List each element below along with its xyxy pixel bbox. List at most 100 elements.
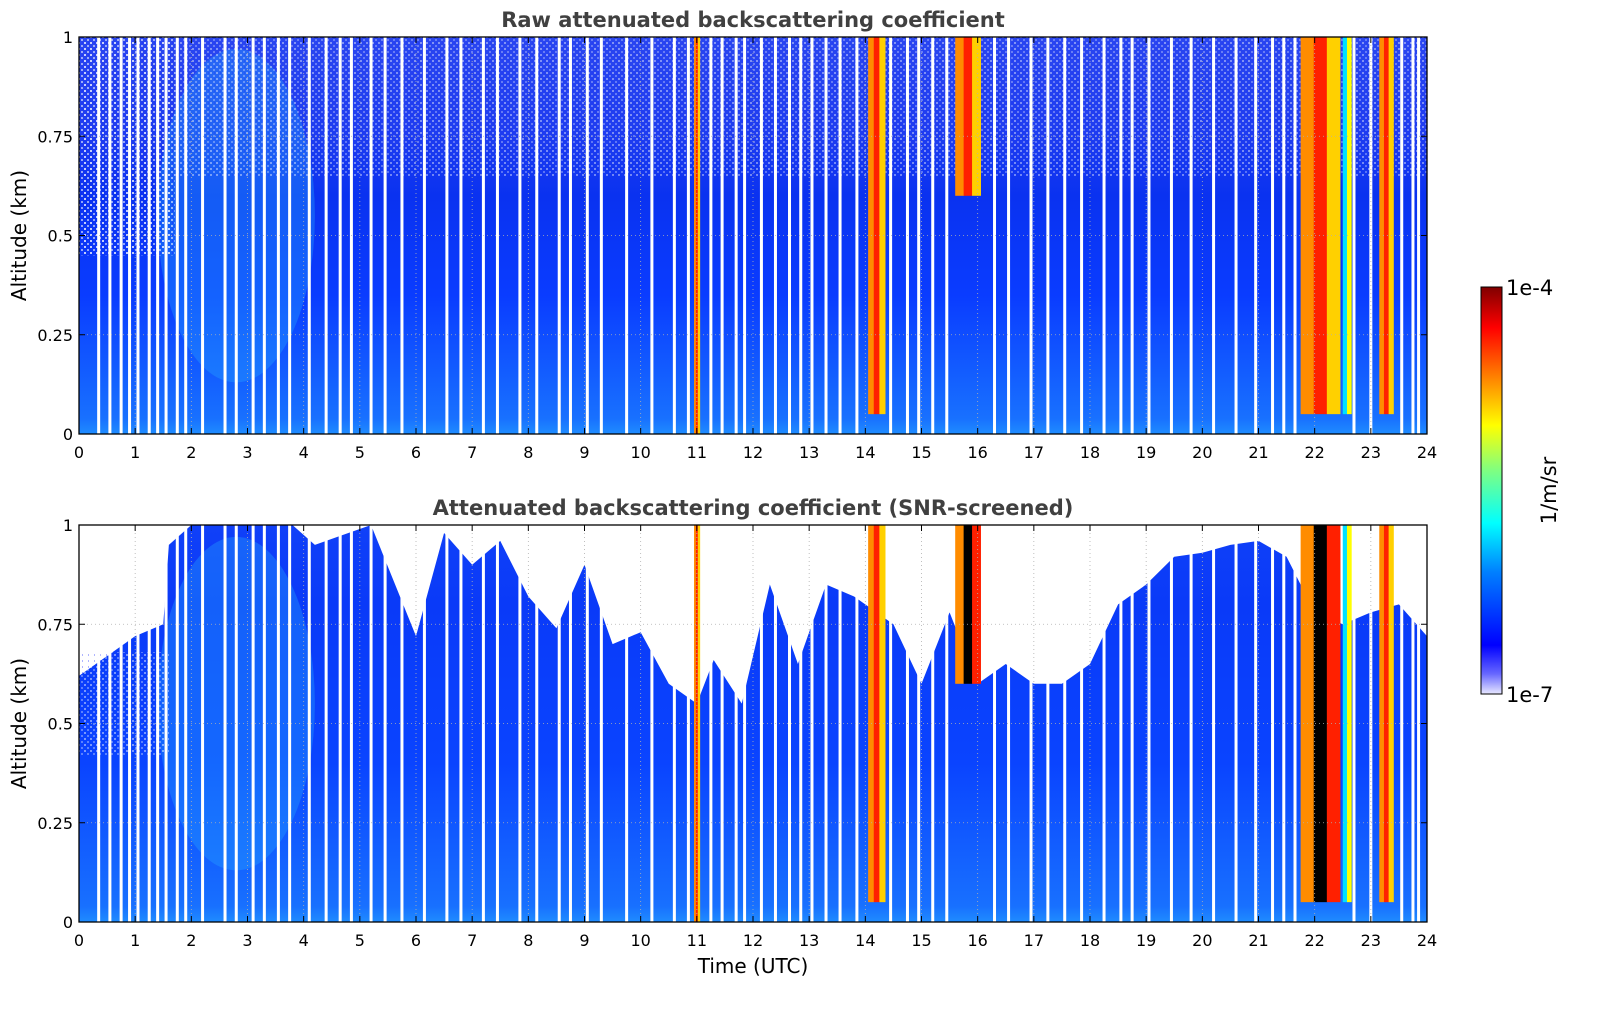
- data-gap: [128, 525, 132, 922]
- data-gap: [422, 37, 426, 434]
- cloud-band: [972, 525, 981, 684]
- data-gap: [889, 37, 893, 434]
- data-gap: [1130, 37, 1134, 434]
- x-tick-label: 18: [1080, 443, 1100, 462]
- y-tick-label: 0.5: [48, 715, 73, 734]
- colorbar-scale: [1480, 286, 1503, 695]
- x-tick-label: 23: [1361, 931, 1381, 950]
- y-tick-label: 1: [63, 516, 73, 535]
- data-gap: [1007, 525, 1011, 922]
- colorbar: 1e-4 1e-7 1/m/sr: [1480, 276, 1561, 707]
- y-tick-label: 1: [63, 28, 73, 47]
- x-tick-label: 19: [1136, 443, 1156, 462]
- data-gap: [156, 525, 160, 922]
- data-gap: [1147, 525, 1151, 922]
- data-gap: [338, 37, 342, 434]
- data-gap: [686, 525, 690, 922]
- x-tick-label: 7: [467, 931, 477, 950]
- cloud-band: [1379, 525, 1385, 903]
- data-gap: [824, 525, 828, 922]
- cloud-band: [697, 37, 701, 434]
- x-tick-label: 11: [687, 443, 707, 462]
- x-tick-label: 12: [743, 931, 763, 950]
- x-tick-label: 3: [242, 931, 252, 950]
- x-tick-label: 3: [242, 443, 252, 462]
- x-tick-label: 5: [355, 931, 365, 950]
- x-tick-label: 8: [523, 931, 533, 950]
- cloud-feature: [1342, 525, 1352, 903]
- data-gap: [1063, 525, 1067, 922]
- data-gap: [931, 37, 935, 434]
- data-gap: [917, 525, 921, 922]
- data-gap: [535, 525, 539, 922]
- data-gap: [164, 525, 168, 922]
- data-gap: [1102, 37, 1106, 434]
- cloud-band: [1326, 525, 1341, 903]
- data-gap: [1411, 37, 1415, 434]
- x-tick-label: 4: [299, 443, 309, 462]
- data-gap: [625, 37, 629, 434]
- data-gap: [1417, 525, 1421, 922]
- cloud-band: [697, 525, 701, 922]
- cloud-feature: [868, 525, 886, 903]
- colorbar-min-label: 1e-7: [1506, 683, 1553, 707]
- data-gap: [759, 525, 763, 922]
- data-gap: [383, 525, 387, 922]
- data-gap: [625, 525, 629, 922]
- data-gap: [931, 525, 935, 922]
- data-gap: [383, 37, 387, 434]
- cloud-band: [963, 525, 973, 684]
- data-gap: [234, 37, 238, 434]
- data-gap: [307, 525, 311, 922]
- x-tick-label: 6: [411, 443, 421, 462]
- data-gap: [1130, 525, 1134, 922]
- data-gap: [97, 525, 101, 922]
- data-gap: [175, 37, 179, 434]
- data-gap: [599, 37, 603, 434]
- data-gap: [1119, 525, 1123, 922]
- data-gap: [917, 37, 921, 434]
- cloud-band: [1342, 525, 1348, 903]
- data-gap: [400, 525, 404, 922]
- y-axis-label: Altitude (km): [7, 658, 31, 789]
- cloud-band: [1313, 37, 1328, 415]
- x-tick-label: 1: [130, 443, 140, 462]
- y-axis-label: Altitude (km): [7, 170, 31, 301]
- data-gap: [201, 37, 205, 434]
- data-gap: [1352, 525, 1356, 922]
- data-gap: [400, 37, 404, 434]
- cloud-feature: [1379, 525, 1394, 903]
- x-tick-label: 19: [1136, 931, 1156, 950]
- x-tick-label: 14: [855, 443, 875, 462]
- data-gap: [324, 525, 328, 922]
- x-tick-label: 21: [1248, 931, 1268, 950]
- colorbar-max-label: 1e-4: [1506, 276, 1553, 300]
- x-tick-label: 13: [799, 931, 819, 950]
- x-tick-label: 21: [1248, 443, 1268, 462]
- data-gap: [709, 37, 713, 434]
- cloud-band: [1326, 37, 1341, 415]
- data-gap: [1119, 37, 1123, 434]
- data-gap: [184, 525, 188, 922]
- x-tick-label: 16: [967, 931, 987, 950]
- x-tick-label: 22: [1304, 443, 1324, 462]
- data-gap: [128, 37, 132, 434]
- cloud-band: [868, 37, 875, 415]
- data-gap: [495, 37, 499, 434]
- x-tick-label: 1: [130, 931, 140, 950]
- x-tick-label: 10: [630, 443, 650, 462]
- chart-panel-raw: 0 1 2 3 4 5 6 7 8 9 10 11 12 13 14 15 16 17 18 19 20 21 22 23 24…: [7, 8, 1437, 462]
- data-gap: [338, 525, 342, 922]
- x-tick-label: 2: [186, 443, 196, 462]
- x-tick-label: 23: [1361, 443, 1381, 462]
- cloud-band: [868, 525, 875, 903]
- data-gap: [288, 37, 292, 434]
- data-gap: [184, 37, 188, 434]
- data-gap: [759, 37, 763, 434]
- data-gap: [459, 525, 463, 922]
- x-tick-label: 9: [579, 443, 589, 462]
- data-gap: [993, 37, 997, 434]
- chart-panel-screened: 0 1 2 3 4 5 6 7 8 9 10 11 12 13 14 15 16 17 18 19 20 21 22 23 24…: [7, 496, 1437, 978]
- data-gap: [175, 525, 179, 922]
